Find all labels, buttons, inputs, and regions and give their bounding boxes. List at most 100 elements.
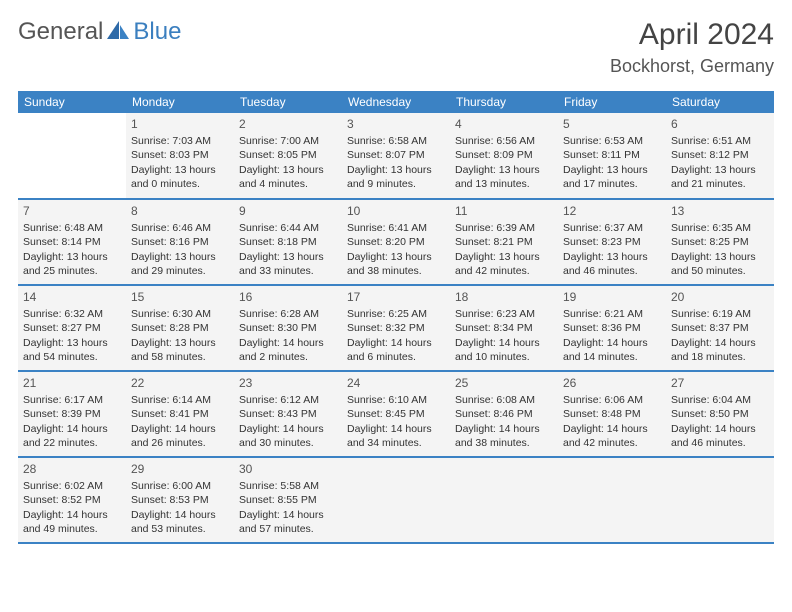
- title-block: April 2024 Bockhorst, Germany: [610, 18, 774, 77]
- sunrise-line: Sunrise: 6:46 AM: [131, 221, 229, 235]
- sunrise-line: Sunrise: 6:19 AM: [671, 307, 769, 321]
- calendar-cell: 5Sunrise: 6:53 AMSunset: 8:11 PMDaylight…: [558, 113, 666, 199]
- calendar-cell: 14Sunrise: 6:32 AMSunset: 8:27 PMDayligh…: [18, 285, 126, 371]
- day-number: 10: [347, 203, 445, 219]
- sunrise-line: Sunrise: 6:39 AM: [455, 221, 553, 235]
- daylight-line: Daylight: 13 hours and 46 minutes.: [563, 250, 661, 278]
- day-number: 11: [455, 203, 553, 219]
- sunrise-line: Sunrise: 6:30 AM: [131, 307, 229, 321]
- calendar-cell: 22Sunrise: 6:14 AMSunset: 8:41 PMDayligh…: [126, 371, 234, 457]
- sunrise-line: Sunrise: 6:35 AM: [671, 221, 769, 235]
- sunset-line: Sunset: 8:09 PM: [455, 148, 553, 162]
- sunrise-line: Sunrise: 6:06 AM: [563, 393, 661, 407]
- day-number: 26: [563, 375, 661, 391]
- location-label: Bockhorst, Germany: [610, 56, 774, 77]
- day-number: 19: [563, 289, 661, 305]
- calendar-week: 28Sunrise: 6:02 AMSunset: 8:52 PMDayligh…: [18, 457, 774, 543]
- dayname-sunday: Sunday: [18, 91, 126, 113]
- daylight-line: Daylight: 13 hours and 4 minutes.: [239, 163, 337, 191]
- sunset-line: Sunset: 8:14 PM: [23, 235, 121, 249]
- daylight-line: Daylight: 13 hours and 42 minutes.: [455, 250, 553, 278]
- calendar-week: 14Sunrise: 6:32 AMSunset: 8:27 PMDayligh…: [18, 285, 774, 371]
- calendar-cell: [342, 457, 450, 543]
- sunset-line: Sunset: 8:21 PM: [455, 235, 553, 249]
- calendar-cell: 17Sunrise: 6:25 AMSunset: 8:32 PMDayligh…: [342, 285, 450, 371]
- sunset-line: Sunset: 8:30 PM: [239, 321, 337, 335]
- calendar-cell: 11 Sunrise: 6:39 AMSunset: 8:21 PMDayligh…: [450, 199, 558, 285]
- day-number: 13: [671, 203, 769, 219]
- calendar-cell: [18, 113, 126, 199]
- sunset-line: Sunset: 8:39 PM: [23, 407, 121, 421]
- day-number: 29: [131, 461, 229, 477]
- sunrise-line: Sunrise: 6:23 AM: [455, 307, 553, 321]
- calendar-cell: 4Sunrise: 6:56 AMSunset: 8:09 PMDaylight…: [450, 113, 558, 199]
- calendar-cell: 13Sunrise: 6:35 AMSunset: 8:25 PMDayligh…: [666, 199, 774, 285]
- sunset-line: Sunset: 8:53 PM: [131, 493, 229, 507]
- sunset-line: Sunset: 8:45 PM: [347, 407, 445, 421]
- calendar-cell: 30Sunrise: 5:58 AMSunset: 8:55 PMDayligh…: [234, 457, 342, 543]
- sunrise-line: Sunrise: 6:58 AM: [347, 134, 445, 148]
- daylight-line: Daylight: 14 hours and 14 minutes.: [563, 336, 661, 364]
- daylight-line: Daylight: 14 hours and 6 minutes.: [347, 336, 445, 364]
- dayname-wednesday: Wednesday: [342, 91, 450, 113]
- sunrise-line: Sunrise: 6:25 AM: [347, 307, 445, 321]
- calendar-head: SundayMondayTuesdayWednesdayThursdayFrid…: [18, 91, 774, 113]
- sunset-line: Sunset: 8:55 PM: [239, 493, 337, 507]
- header: General Blue April 2024 Bockhorst, Germa…: [18, 18, 774, 77]
- day-number: 23: [239, 375, 337, 391]
- day-number: 12: [563, 203, 661, 219]
- calendar-cell: 19Sunrise: 6:21 AMSunset: 8:36 PMDayligh…: [558, 285, 666, 371]
- calendar-table: SundayMondayTuesdayWednesdayThursdayFrid…: [18, 91, 774, 544]
- day-number: 9: [239, 203, 337, 219]
- day-number: 30: [239, 461, 337, 477]
- dayname-thursday: Thursday: [450, 91, 558, 113]
- calendar-cell: 16Sunrise: 6:28 AMSunset: 8:30 PMDayligh…: [234, 285, 342, 371]
- logo: General Blue: [18, 18, 181, 46]
- sunrise-line: Sunrise: 6:28 AM: [239, 307, 337, 321]
- calendar-week: 1Sunrise: 7:03 AMSunset: 8:03 PMDaylight…: [18, 113, 774, 199]
- sunset-line: Sunset: 8:52 PM: [23, 493, 121, 507]
- daylight-line: Daylight: 14 hours and 49 minutes.: [23, 508, 121, 536]
- sunrise-line: Sunrise: 6:00 AM: [131, 479, 229, 493]
- calendar-cell: 8Sunrise: 6:46 AMSunset: 8:16 PMDaylight…: [126, 199, 234, 285]
- calendar-cell: 12Sunrise: 6:37 AMSunset: 8:23 PMDayligh…: [558, 199, 666, 285]
- sunrise-line: Sunrise: 6:02 AM: [23, 479, 121, 493]
- sunrise-line: Sunrise: 6:53 AM: [563, 134, 661, 148]
- day-number: 7: [23, 203, 121, 219]
- sunrise-line: Sunrise: 6:44 AM: [239, 221, 337, 235]
- sunrise-line: Sunrise: 6:04 AM: [671, 393, 769, 407]
- calendar-cell: 26Sunrise: 6:06 AMSunset: 8:48 PMDayligh…: [558, 371, 666, 457]
- calendar-cell: 23Sunrise: 6:12 AMSunset: 8:43 PMDayligh…: [234, 371, 342, 457]
- calendar-cell: 6Sunrise: 6:51 AMSunset: 8:12 PMDaylight…: [666, 113, 774, 199]
- sunset-line: Sunset: 8:27 PM: [23, 321, 121, 335]
- sunset-line: Sunset: 8:43 PM: [239, 407, 337, 421]
- sunrise-line: Sunrise: 6:56 AM: [455, 134, 553, 148]
- sunset-line: Sunset: 8:36 PM: [563, 321, 661, 335]
- calendar-cell: [666, 457, 774, 543]
- logo-text-blue: Blue: [133, 18, 181, 46]
- day-number: 16: [239, 289, 337, 305]
- sunset-line: Sunset: 8:18 PM: [239, 235, 337, 249]
- day-number: 3: [347, 116, 445, 132]
- daylight-line: Daylight: 13 hours and 54 minutes.: [23, 336, 121, 364]
- day-number: 27: [671, 375, 769, 391]
- daylight-line: Daylight: 13 hours and 13 minutes.: [455, 163, 553, 191]
- day-number: 24: [347, 375, 445, 391]
- day-number: 21: [23, 375, 121, 391]
- calendar-cell: 15Sunrise: 6:30 AMSunset: 8:28 PMDayligh…: [126, 285, 234, 371]
- sunset-line: Sunset: 8:41 PM: [131, 407, 229, 421]
- sunset-line: Sunset: 8:12 PM: [671, 148, 769, 162]
- calendar-cell: 18Sunrise: 6:23 AMSunset: 8:34 PMDayligh…: [450, 285, 558, 371]
- daylight-line: Daylight: 13 hours and 9 minutes.: [347, 163, 445, 191]
- sunrise-line: Sunrise: 6:48 AM: [23, 221, 121, 235]
- sunset-line: Sunset: 8:16 PM: [131, 235, 229, 249]
- day-number: 22: [131, 375, 229, 391]
- logo-text-general: General: [18, 18, 103, 46]
- calendar-cell: [450, 457, 558, 543]
- sunset-line: Sunset: 8:11 PM: [563, 148, 661, 162]
- sunrise-line: Sunrise: 6:12 AM: [239, 393, 337, 407]
- daylight-line: Daylight: 14 hours and 46 minutes.: [671, 422, 769, 450]
- daylight-line: Daylight: 14 hours and 34 minutes.: [347, 422, 445, 450]
- sunset-line: Sunset: 8:05 PM: [239, 148, 337, 162]
- calendar-cell: 1Sunrise: 7:03 AMSunset: 8:03 PMDaylight…: [126, 113, 234, 199]
